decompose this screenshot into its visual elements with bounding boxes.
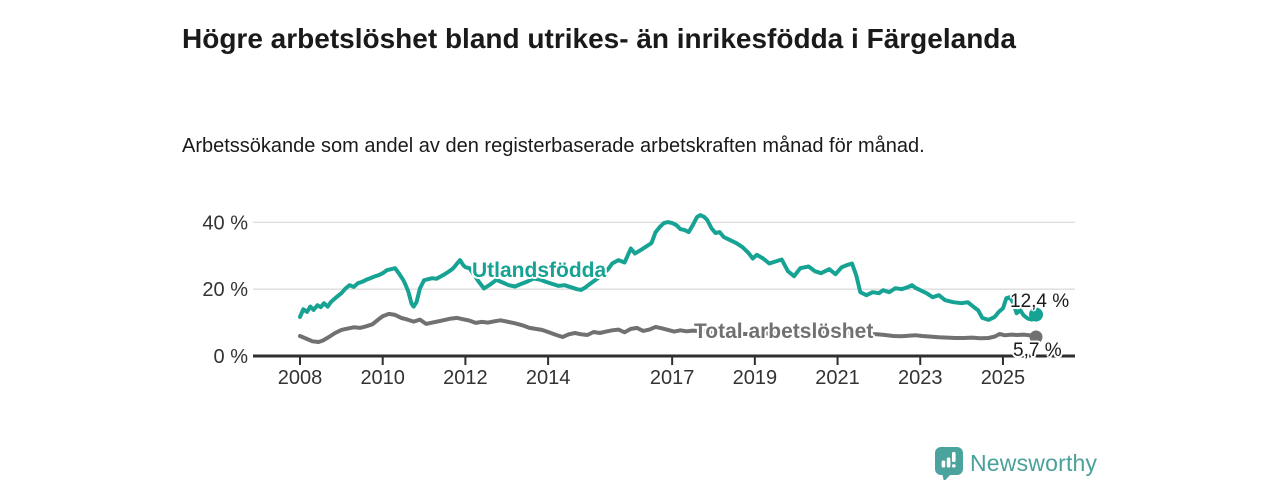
- x-tick-label: 2010: [360, 367, 405, 389]
- line-total-arbetsloshet: [298, 311, 1038, 344]
- y-tick-label: 0 %: [214, 346, 249, 368]
- chart-subtitle: Arbetssökande som andel av den registerb…: [182, 135, 925, 157]
- end-point-dot: [1029, 307, 1043, 322]
- y-tick-label: 20 %: [202, 279, 248, 301]
- x-tick-label: 2008: [278, 367, 323, 389]
- end-value-total: 5,7 %: [1013, 340, 1062, 361]
- x-tick-label: 2023: [898, 367, 943, 389]
- x-tick-label: 2019: [733, 367, 778, 389]
- x-tick-label: 2014: [526, 367, 571, 389]
- series-label-total-arbetsloshet: Total arbetslöshet: [694, 320, 874, 343]
- y-tick-label: 40 %: [202, 212, 248, 234]
- page-title: Högre arbetslöshet bland utrikes- än inr…: [182, 22, 1016, 54]
- newsworthy-logo-icon: [935, 447, 963, 480]
- x-tick-label: 2012: [443, 367, 488, 389]
- end-value-utlandsfodda: 12,4 %: [1010, 291, 1070, 312]
- series-label-utlandsfodda: Utlandsfödda: [472, 259, 607, 282]
- line-utlandsfodda: [298, 213, 1038, 322]
- x-tick-label: 2017: [650, 367, 695, 389]
- x-tick-label: 2021: [815, 367, 860, 389]
- newsworthy-brand-text: Newsworthy: [970, 450, 1098, 476]
- end-point-dot: [1029, 330, 1043, 344]
- x-tick-label: 2025: [981, 367, 1026, 389]
